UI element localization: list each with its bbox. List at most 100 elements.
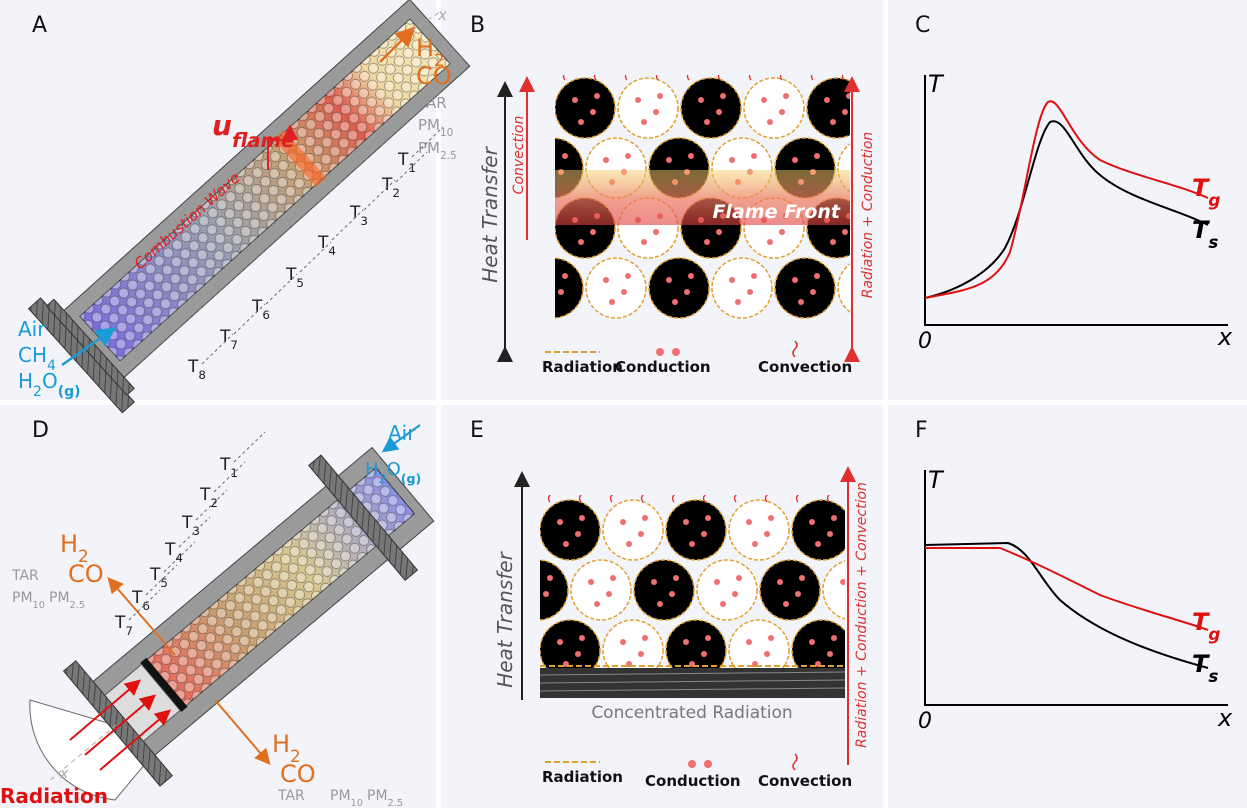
conduction-dot: [620, 519, 626, 525]
particle: [775, 258, 835, 318]
subscript: 7: [230, 338, 238, 352]
conduction-dot: [638, 651, 644, 657]
absorber-plate: [540, 666, 845, 698]
conduction-dot: [814, 153, 820, 159]
particle: [586, 258, 646, 318]
y-label: T: [928, 70, 945, 98]
conduction-dot: [779, 109, 785, 115]
thermocouple-text: T: [114, 613, 126, 633]
conduction-dot: [716, 229, 722, 235]
legend-swatch: [656, 348, 664, 356]
conduction-dot: [735, 299, 741, 305]
legend-swatch: [672, 348, 680, 356]
product: CO: [280, 760, 316, 788]
conduction-dot: [606, 591, 612, 597]
subscript: s: [1208, 232, 1218, 252]
axis-title: Heat Transfer: [493, 550, 517, 687]
conduction-dot: [641, 119, 647, 125]
subscript: 2: [392, 186, 400, 200]
input: Air: [18, 317, 46, 341]
legend-label: Conduction: [615, 358, 711, 376]
conduction-dot: [809, 639, 815, 645]
conduction-dot: [688, 153, 694, 159]
particle: [760, 560, 820, 620]
conduction-dot: [683, 519, 689, 525]
conduction-dot: [673, 575, 679, 581]
curve-label-text: T: [1192, 650, 1210, 678]
curve-label-text: T: [1192, 216, 1210, 244]
input-text: CH: [18, 343, 47, 367]
legend-label: Convection: [758, 772, 852, 790]
x-label: x: [1217, 323, 1233, 351]
conduction-dot: [578, 119, 584, 125]
particle: [681, 78, 741, 138]
legend-swatch: [704, 760, 712, 768]
conduction-dot: [657, 601, 663, 607]
conduction-dot: [809, 519, 815, 525]
product-text: H: [272, 730, 290, 758]
panel-label: A: [32, 13, 47, 38]
conduction-dot: [751, 153, 757, 159]
legend-label: Conduction: [645, 772, 741, 790]
conduction-dot: [635, 97, 641, 103]
product-text: PM: [367, 788, 388, 804]
conduction-dot: [842, 109, 848, 115]
conduction-dot: [799, 575, 805, 581]
conduction-dot: [688, 273, 694, 279]
conduction-dot: [705, 515, 711, 521]
axis-label: x: [437, 6, 447, 24]
conduction-dot: [642, 635, 648, 641]
subscript: 10: [440, 127, 453, 139]
particle: [571, 560, 631, 620]
plate-label: Concentrated Radiation: [591, 703, 792, 723]
conduction-dot: [547, 575, 553, 581]
subscript: 10: [351, 798, 363, 808]
conduction-dot: [610, 575, 616, 581]
conduction-dot: [831, 635, 837, 641]
conduction-dot: [683, 639, 689, 645]
particle: [666, 500, 726, 560]
legend-swatch: [688, 760, 696, 768]
conduction-dot: [815, 541, 821, 547]
conduction-dot: [651, 579, 657, 585]
legend-label: Convection: [758, 358, 852, 376]
subscript: 2.5: [70, 600, 86, 611]
conduction-dot: [779, 229, 785, 235]
conduction-dot: [562, 153, 568, 159]
particle: [618, 78, 678, 138]
conduction-dot: [698, 97, 704, 103]
subscript: 2.5: [388, 798, 404, 808]
particle: [729, 500, 789, 560]
conduction-dot: [705, 635, 711, 641]
conduction-dot: [590, 109, 596, 115]
thermocouple-text: T: [219, 455, 231, 475]
curve-label-text: T: [1192, 608, 1210, 636]
particle: [540, 500, 600, 560]
subscript: g: [1208, 190, 1220, 210]
panel-label: C: [915, 13, 930, 38]
conduction-dot: [752, 541, 758, 547]
subscript: 2: [33, 384, 42, 400]
conduction-dot: [575, 531, 581, 537]
product-text: PM: [49, 590, 70, 606]
conduction-dot: [638, 531, 644, 537]
product-text: H: [60, 530, 78, 558]
conduction-dot: [792, 277, 798, 283]
conduction-dot: [579, 635, 585, 641]
subscript: (g): [401, 471, 422, 486]
particle: [603, 500, 663, 560]
conduction-dot: [626, 541, 632, 547]
subscript: g: [1208, 624, 1220, 644]
product: TAR: [417, 94, 447, 112]
subscript: 2.5: [440, 150, 457, 162]
conduction-dot: [657, 93, 663, 99]
thermocouple-text: T: [164, 540, 176, 560]
subscript: 3: [360, 214, 368, 228]
arrow-label: Radiation + Conduction + Convection: [854, 482, 870, 748]
particle: [792, 500, 852, 560]
legend-label: Radiation: [542, 358, 623, 376]
thermocouple-text: T: [181, 513, 193, 533]
conduction-dot: [729, 157, 735, 163]
conduction-dot: [557, 519, 563, 525]
conduction-dot: [746, 519, 752, 525]
